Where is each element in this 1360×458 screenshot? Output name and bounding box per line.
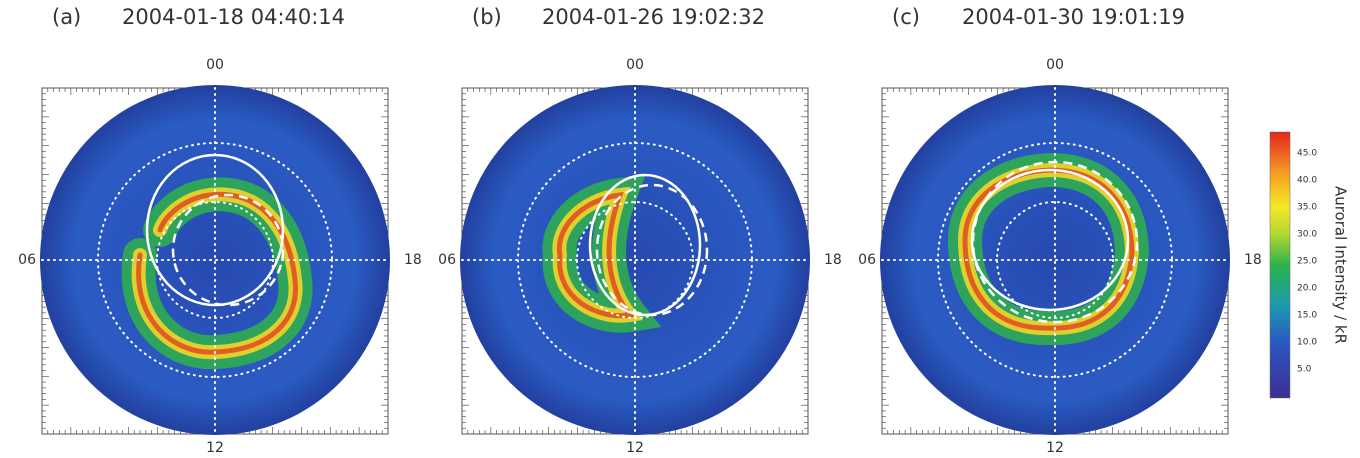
clock-label: 12 xyxy=(1046,440,1064,456)
boundary-solid xyxy=(588,173,702,317)
colorbar-tick-label: 15.0 xyxy=(1297,311,1317,321)
clock-label: 18 xyxy=(824,252,842,268)
colorbar xyxy=(1269,131,1291,399)
auroral-peak xyxy=(556,192,635,319)
clock-label: 06 xyxy=(858,252,876,268)
clock-label: 00 xyxy=(626,57,644,73)
colorbar-tick-label: 45.0 xyxy=(1297,149,1317,159)
colorbar-tick-label: 5.0 xyxy=(1297,365,1312,375)
boundary-dashed xyxy=(971,160,1139,324)
panel-label: (c) xyxy=(892,5,920,29)
clock-label: 00 xyxy=(206,57,224,73)
panel-label: (b) xyxy=(472,5,502,29)
clock-label: 18 xyxy=(1244,252,1262,268)
boundary-solid xyxy=(145,153,285,307)
clock-label: 06 xyxy=(438,252,456,268)
clock-label: 12 xyxy=(206,440,224,456)
panel-label: (a) xyxy=(52,5,81,29)
panel-date: 2004-01-26 19:02:32 xyxy=(542,5,765,29)
auroral-peak xyxy=(136,191,299,355)
boundary-dashed xyxy=(595,183,709,317)
panel-date: 2004-01-30 19:01:19 xyxy=(962,5,1185,29)
clock-label: 00 xyxy=(1046,57,1064,73)
colorbar-title: Auroral Intensity / kR xyxy=(1332,186,1350,344)
colorbar-tick-label: 10.0 xyxy=(1297,338,1317,348)
clock-label: 18 xyxy=(404,252,422,268)
clock-label: 12 xyxy=(626,440,644,456)
boundary-dashed xyxy=(171,193,285,307)
colorbar-tick-label: 20.0 xyxy=(1297,284,1317,294)
clock-label: 06 xyxy=(18,252,36,268)
colorbar-tick-label: 25.0 xyxy=(1297,257,1317,267)
colorbar-tick-label: 40.0 xyxy=(1297,176,1317,186)
colorbar-tick-label: 35.0 xyxy=(1297,203,1317,213)
panel-date: 2004-01-18 04:40:14 xyxy=(122,5,345,29)
colorbar-tick-label: 30.0 xyxy=(1297,230,1317,240)
